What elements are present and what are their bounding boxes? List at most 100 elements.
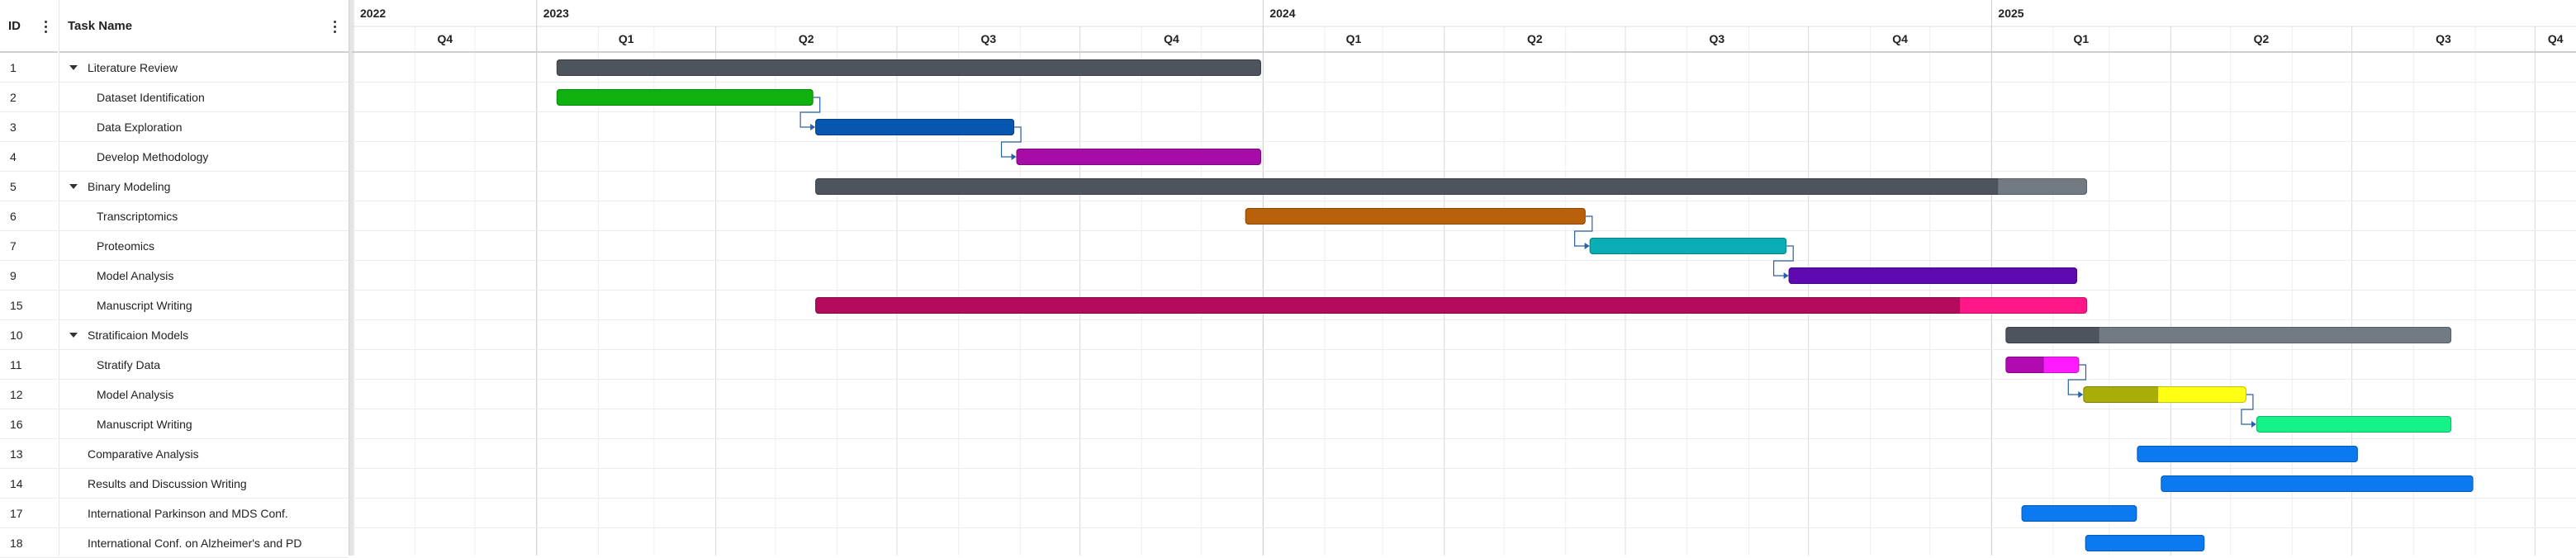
task-bar-progress (815, 297, 1961, 314)
dependency-arrow-icon (1584, 243, 1590, 249)
task-name: International Parkinson and MDS Conf. (88, 507, 288, 520)
quarter-label: Q4 (1892, 32, 1908, 45)
task-bar-outline (2005, 357, 2080, 373)
task-bar-progress (1016, 149, 1261, 165)
table-row[interactable]: 17 International Parkinson and MDS Conf. (0, 499, 349, 528)
task-grid: ID Task Name 1 Literature Review 2 Dataset … (0, 0, 351, 558)
task-bar-progress (2005, 327, 2099, 343)
table-row[interactable]: 1 Literature Review (0, 53, 349, 83)
gantt-chart: 2022 2023 2024 2025 Q4 Q1 Q2 Q3 Q4 Q1 Q2 Q3 Q4 Q1 Q2 Q3… (352, 0, 2576, 556)
task-bar[interactable] (556, 59, 1261, 76)
id-column-header[interactable]: ID (0, 0, 58, 53)
task-bar[interactable] (2021, 505, 2137, 522)
task-id: 12 (10, 388, 23, 401)
task-id: 17 (10, 507, 23, 520)
task-id: 11 (10, 358, 22, 371)
task-id: 15 (10, 299, 23, 312)
collapse-caret-icon[interactable] (69, 65, 78, 70)
task-bar[interactable] (556, 89, 814, 106)
task-name: Transcriptomics (97, 210, 178, 223)
task-bar[interactable] (1589, 238, 1787, 254)
task-bar-progress (815, 119, 1015, 135)
task-bar-outline (1589, 238, 1787, 254)
dependency-connector[interactable] (2241, 394, 2254, 425)
task-bar-progress (815, 178, 1999, 195)
task-bar[interactable] (1788, 267, 2078, 284)
task-bar[interactable] (815, 119, 1015, 135)
pane-splitter[interactable] (349, 0, 353, 556)
task-bar-track (2005, 327, 2452, 343)
id-header-label: ID (8, 18, 21, 33)
task-bar-outline (556, 59, 1261, 76)
table-row[interactable]: 11 Stratify Data (0, 350, 349, 380)
table-row[interactable]: 16 Manuscript Writing (0, 409, 349, 439)
collapse-caret-icon[interactable] (69, 184, 78, 189)
task-bar-outline (815, 119, 1015, 135)
task-bar-outline (815, 178, 2088, 195)
table-row[interactable]: 7 Proteomics (0, 231, 349, 261)
task-bar[interactable] (2137, 446, 2358, 462)
task-bar-outline (2005, 327, 2452, 343)
id-column-menu-icon[interactable] (41, 17, 50, 35)
task-bar[interactable] (2005, 327, 2452, 343)
task-bar-progress (2005, 357, 2044, 373)
table-row[interactable]: 15 Manuscript Writing (0, 291, 349, 320)
table-row[interactable]: 6 Transcriptomics (0, 201, 349, 231)
year-label: 2022 (360, 7, 387, 20)
quarter-label: Q1 (618, 32, 634, 45)
table-row[interactable]: 4 Develop Methodology (0, 142, 349, 172)
task-name-column-menu-icon[interactable] (330, 17, 339, 35)
task-name: Manuscript Writing (97, 299, 192, 312)
task-bar-outline (556, 89, 814, 106)
quarter-label: Q3 (1709, 32, 1725, 45)
task-bar[interactable] (1016, 149, 1261, 165)
dependency-connector[interactable] (1574, 215, 1593, 247)
task-bar[interactable] (2005, 357, 2080, 373)
task-name-header-label: Task Name (68, 18, 133, 33)
task-bar-progress (2021, 505, 2137, 522)
task-bar[interactable] (1245, 208, 1586, 225)
task-id: 5 (10, 180, 17, 193)
collapse-caret-icon[interactable] (69, 333, 78, 338)
task-name: International Conf. on Alzheimer's and P… (88, 537, 302, 550)
dependency-connector[interactable] (2067, 364, 2087, 395)
task-id: 7 (10, 239, 17, 253)
table-row[interactable]: 5 Binary Modeling (0, 172, 349, 201)
table-row[interactable]: 18 International Conf. on Alzheimer's and… (0, 528, 349, 558)
task-bar-progress (556, 59, 1261, 76)
task-bar[interactable] (815, 178, 2088, 195)
dependency-connector[interactable] (799, 97, 821, 128)
task-bar-progress (2256, 416, 2452, 433)
dependency-connector[interactable] (1000, 126, 1022, 158)
task-bar-progress (2161, 475, 2474, 492)
table-row[interactable]: 10 Stratificaion Models (0, 320, 349, 350)
quarter-label: Q2 (798, 32, 814, 45)
task-name: Data Exploration (97, 121, 183, 134)
table-row[interactable]: 13 Comparative Analysis (0, 439, 349, 469)
task-name: Model Analysis (97, 388, 174, 401)
dependency-connector[interactable] (1773, 245, 1794, 277)
table-row[interactable]: 14 Results and Discussion Writing (0, 469, 349, 499)
task-bar[interactable] (2085, 535, 2205, 551)
quarter-label: Q1 (2073, 32, 2090, 45)
task-name-column-header[interactable]: Task Name (59, 0, 349, 53)
task-name: Manuscript Writing (97, 418, 192, 431)
task-id: 14 (10, 477, 23, 490)
task-bar[interactable] (2161, 475, 2474, 492)
task-bar[interactable] (2256, 416, 2452, 433)
task-id: 3 (10, 121, 17, 134)
task-bar[interactable] (815, 297, 2088, 314)
table-row[interactable]: 2 Dataset Identification (0, 83, 349, 112)
task-id: 16 (10, 418, 23, 431)
table-row[interactable]: 12 Model Analysis (0, 380, 349, 409)
task-bar[interactable] (2083, 386, 2246, 403)
task-name: Develop Methodology (97, 150, 209, 163)
task-name: Proteomics (97, 239, 155, 253)
task-id: 10 (10, 329, 23, 342)
task-bar-outline (2085, 535, 2205, 551)
task-bar-progress (1245, 208, 1586, 225)
task-name: Comparative Analysis (88, 447, 199, 461)
quarter-label: Q4 (2547, 32, 2564, 45)
table-row[interactable]: 3 Data Exploration (0, 112, 349, 142)
table-row[interactable]: 9 Model Analysis (0, 261, 349, 291)
